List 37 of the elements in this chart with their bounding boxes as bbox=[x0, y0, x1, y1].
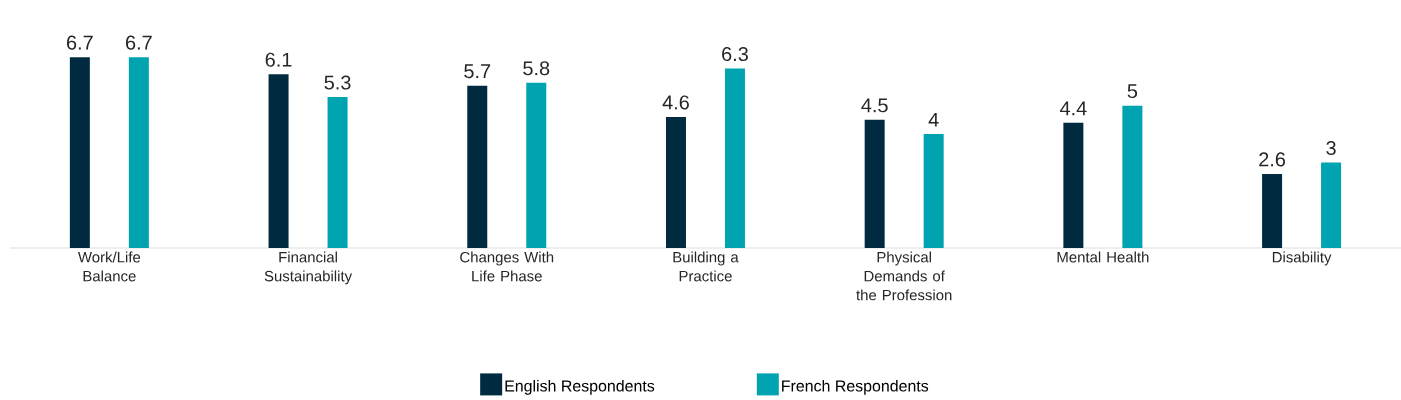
bar bbox=[327, 97, 348, 248]
x-tick-label: Work/Life Balance bbox=[77, 251, 141, 282]
x-tick-label: Mental Health bbox=[1057, 251, 1149, 263]
data-label: 6.3 bbox=[722, 47, 748, 62]
data-label: 5.8 bbox=[523, 61, 550, 76]
data-label: 2.6 bbox=[1259, 152, 1286, 167]
data-label: 5.3 bbox=[324, 75, 351, 90]
bar bbox=[1321, 162, 1342, 248]
data-label: 4.5 bbox=[861, 98, 888, 113]
bar bbox=[1262, 173, 1283, 248]
bar bbox=[665, 117, 686, 248]
x-tick-label: Financial Sustainability bbox=[264, 251, 353, 285]
bar bbox=[724, 68, 745, 248]
bar bbox=[128, 57, 149, 248]
bar bbox=[1122, 105, 1143, 248]
data-label: 4.4 bbox=[1059, 101, 1087, 116]
data-label: 5 bbox=[1127, 84, 1138, 99]
bar bbox=[526, 82, 547, 248]
data-label: 5.7 bbox=[464, 64, 491, 79]
bar bbox=[923, 134, 944, 248]
x-tick-label: Building a Practice bbox=[673, 251, 739, 282]
data-label: 4 bbox=[928, 112, 939, 127]
legend-label: English Respondents bbox=[505, 379, 655, 395]
data-label: 6.7 bbox=[67, 35, 93, 50]
data-label: 3 bbox=[1326, 140, 1336, 156]
bar bbox=[467, 85, 488, 248]
bar bbox=[1063, 122, 1084, 248]
x-tick-label: Physical Demands of the Profession bbox=[856, 251, 952, 301]
legend-label: French Respondents bbox=[782, 379, 929, 395]
bar bbox=[69, 57, 90, 248]
data-label: 6.7 bbox=[126, 35, 152, 50]
bar bbox=[864, 119, 885, 248]
x-tick-label: Disability bbox=[1272, 251, 1332, 266]
data-label: 6.1 bbox=[265, 52, 292, 67]
x-tick-label: Changes With Life Phase bbox=[460, 251, 554, 282]
data-label: 4.6 bbox=[662, 95, 689, 110]
bar bbox=[268, 74, 289, 248]
